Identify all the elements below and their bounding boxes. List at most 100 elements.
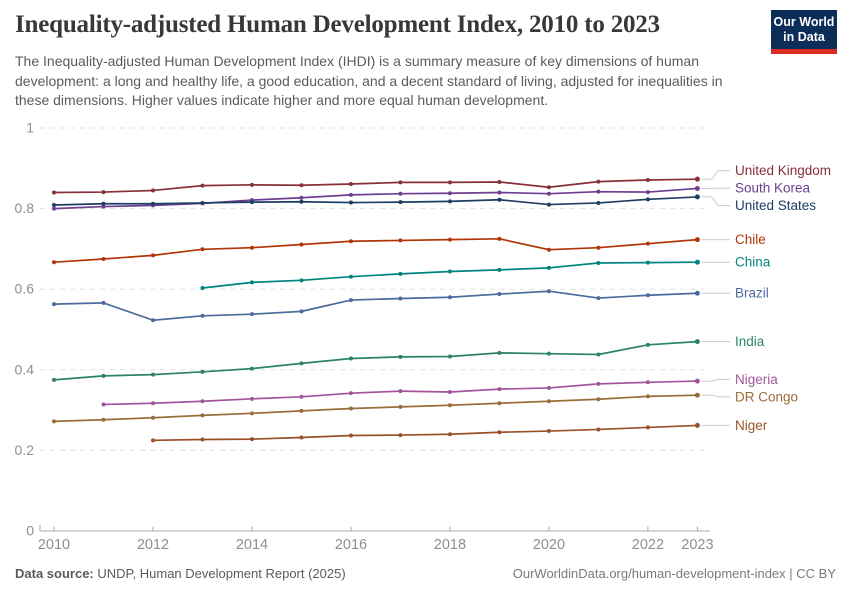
data-point[interactable] [299,361,304,366]
data-point[interactable] [348,391,353,396]
data-point[interactable] [546,289,551,294]
data-point[interactable] [299,195,304,200]
data-point[interactable] [249,200,254,205]
data-point[interactable] [200,369,205,374]
data-point[interactable] [249,437,254,442]
data-point[interactable] [398,180,403,185]
data-point[interactable] [348,200,353,205]
series-united-kingdom[interactable] [52,176,700,195]
data-point[interactable] [398,200,403,205]
data-point[interactable] [497,190,502,195]
data-point[interactable] [150,188,155,193]
data-point[interactable] [101,204,106,209]
data-point[interactable] [694,290,700,296]
data-point[interactable] [546,191,551,196]
series-dr-congo[interactable] [52,392,700,424]
data-point[interactable] [497,292,502,297]
data-point[interactable] [645,394,650,399]
series-label-china[interactable]: China [735,255,771,270]
data-point[interactable] [348,406,353,411]
data-point[interactable] [546,429,551,434]
data-point[interactable] [447,295,452,300]
series-nigeria[interactable] [101,378,700,407]
data-point[interactable] [101,190,106,195]
data-point[interactable] [596,352,601,357]
data-point[interactable] [200,200,205,205]
series-line[interactable] [53,290,699,322]
data-point[interactable] [447,199,452,204]
series-label-south-korea[interactable]: South Korea [735,181,811,196]
data-point[interactable] [596,245,601,250]
series-label-brazil[interactable]: Brazil [735,286,769,301]
data-point[interactable] [546,265,551,270]
data-point[interactable] [645,197,650,202]
series-label-united-states[interactable]: United States [735,198,816,213]
series-line[interactable] [53,178,699,194]
data-point[interactable] [348,239,353,244]
data-point[interactable] [299,394,304,399]
data-point[interactable] [645,380,650,385]
data-point[interactable] [299,242,304,247]
series-label-chile[interactable]: Chile [735,232,766,247]
data-point[interactable] [52,190,56,195]
series-line[interactable] [152,424,699,442]
data-point[interactable] [52,202,56,207]
data-point[interactable] [150,201,155,206]
data-point[interactable] [596,200,601,205]
series-line[interactable] [53,187,699,210]
data-point[interactable] [447,191,452,196]
data-point[interactable] [447,269,452,274]
data-point[interactable] [645,260,650,265]
data-point[interactable] [596,179,601,184]
data-point[interactable] [348,274,353,279]
series-label-india[interactable]: India [735,334,765,349]
series-chile[interactable] [52,236,700,265]
data-point[interactable] [249,411,254,416]
data-point[interactable] [596,296,601,301]
data-point[interactable] [52,377,56,382]
series-label-niger[interactable]: Niger [735,418,768,433]
data-point[interactable] [150,253,155,258]
data-point[interactable] [150,415,155,420]
data-point[interactable] [596,397,601,402]
data-point[interactable] [200,247,205,252]
data-point[interactable] [249,396,254,401]
data-point[interactable] [596,427,601,432]
data-point[interactable] [546,385,551,390]
data-point[interactable] [694,339,700,345]
data-point[interactable] [52,419,56,424]
data-point[interactable] [398,354,403,359]
data-point[interactable] [398,271,403,276]
data-point[interactable] [101,256,106,261]
data-point[interactable] [299,278,304,283]
data-point[interactable] [497,430,502,435]
data-point[interactable] [497,350,502,355]
data-point[interactable] [200,313,205,318]
data-point[interactable] [645,190,650,195]
data-point[interactable] [694,378,700,384]
owid-url-link[interactable]: OurWorldinData.org/human-development-ind… [512,566,786,581]
data-point[interactable] [249,366,254,371]
data-point[interactable] [398,389,403,394]
data-point[interactable] [447,432,452,437]
series-south-korea[interactable] [52,185,700,211]
data-point[interactable] [546,399,551,404]
series-line[interactable] [53,394,699,423]
data-point[interactable] [348,182,353,187]
data-point[interactable] [694,422,700,428]
data-point[interactable] [447,180,452,185]
data-point[interactable] [200,413,205,418]
data-point[interactable] [249,312,254,317]
data-point[interactable] [101,417,106,422]
data-point[interactable] [694,259,700,265]
data-point[interactable] [398,296,403,301]
data-point[interactable] [645,177,650,182]
data-point[interactable] [546,185,551,190]
data-point[interactable] [52,302,56,307]
data-point[interactable] [596,261,601,266]
data-point[interactable] [299,199,304,204]
data-point[interactable] [150,401,155,406]
data-point[interactable] [299,435,304,440]
data-point[interactable] [694,194,700,200]
data-point[interactable] [497,197,502,202]
